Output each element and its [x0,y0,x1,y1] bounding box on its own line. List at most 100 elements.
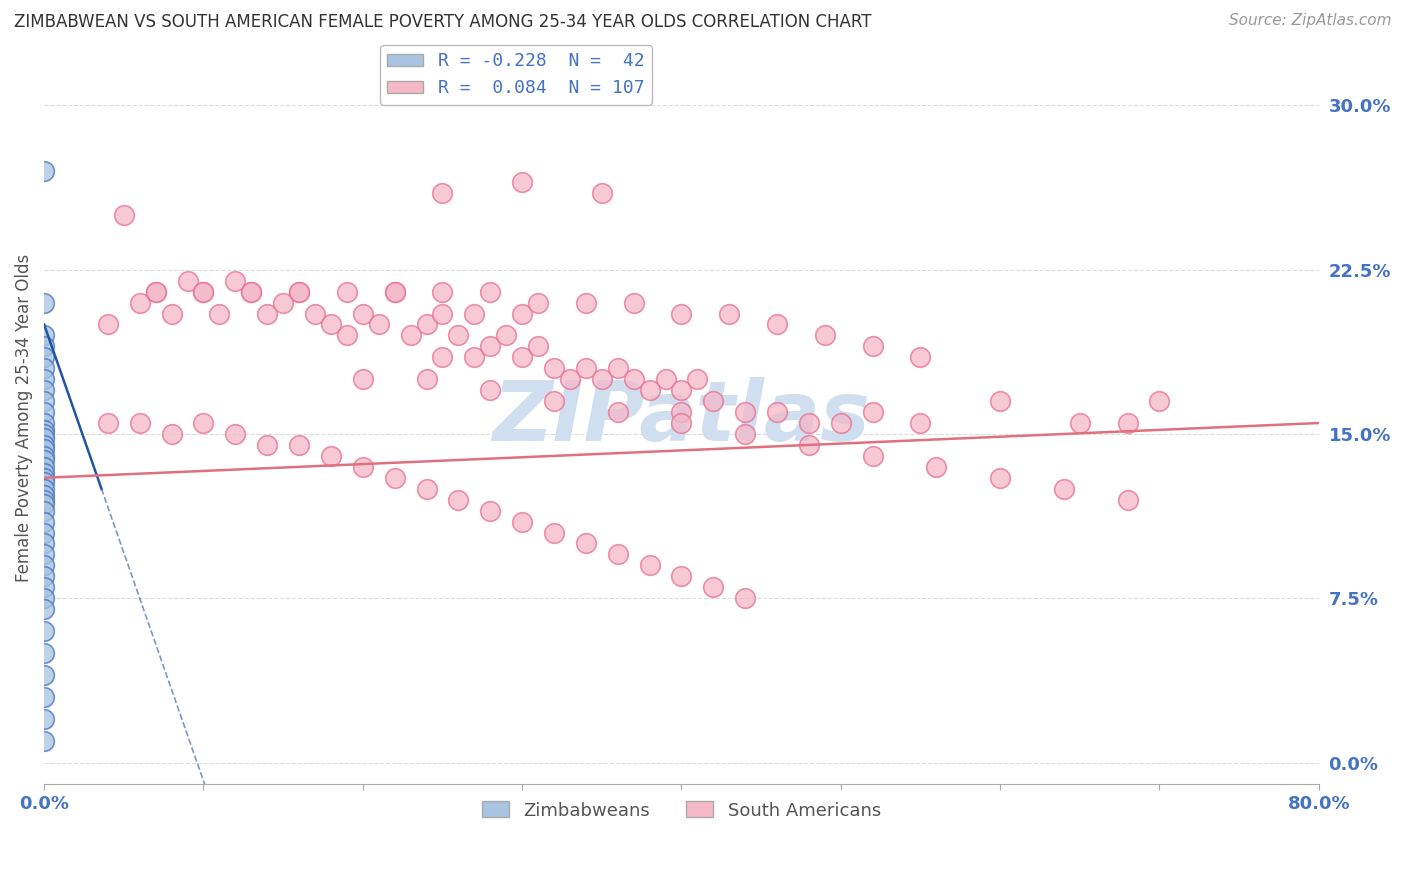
Point [415,482,437,496]
Point [32,536,55,550]
Point [32,482,55,496]
Point [224,274,246,288]
Point [1053,482,1076,496]
Point [112,208,135,222]
Point [671,405,693,419]
Point [575,536,598,550]
Point [32,442,55,457]
Point [510,306,533,320]
Point [606,361,628,376]
Point [176,274,198,288]
Point [32,339,55,353]
Point [32,361,55,376]
Point [988,394,1011,409]
Point [32,471,55,485]
Point [734,427,756,442]
Point [432,306,454,320]
Point [32,427,55,442]
Point [32,416,55,430]
Point [1149,394,1171,409]
Point [32,431,55,445]
Point [558,372,581,386]
Point [32,515,55,529]
Point [623,372,645,386]
Point [145,285,167,299]
Point [1116,492,1139,507]
Point [288,438,311,452]
Point [32,383,55,397]
Text: Source: ZipAtlas.com: Source: ZipAtlas.com [1229,13,1392,29]
Point [543,525,565,540]
Point [319,449,342,463]
Point [925,459,948,474]
Point [32,690,55,704]
Text: ZIMBABWEAN VS SOUTH AMERICAN FEMALE POVERTY AMONG 25-34 YEAR OLDS CORRELATION CH: ZIMBABWEAN VS SOUTH AMERICAN FEMALE POVE… [14,13,872,31]
Point [32,668,55,682]
Point [256,306,278,320]
Point [32,449,55,463]
Point [32,558,55,573]
Point [479,285,502,299]
Point [575,361,598,376]
Point [734,405,756,419]
Point [702,394,724,409]
Point [32,624,55,639]
Point [463,306,485,320]
Point [432,186,454,200]
Point [671,416,693,430]
Point [32,712,55,726]
Point [256,438,278,452]
Point [447,492,470,507]
Point [510,515,533,529]
Point [384,471,406,485]
Point [128,416,150,430]
Point [591,186,613,200]
Point [766,405,789,419]
Point [32,423,55,437]
Point [797,438,820,452]
Point [32,646,55,660]
Point [32,492,55,507]
Point [193,285,215,299]
Point [336,328,359,343]
Point [734,591,756,606]
Point [240,285,263,299]
Point [910,416,932,430]
Point [463,351,485,365]
Point [32,733,55,747]
Point [479,503,502,517]
Point [352,306,374,320]
Point [575,295,598,310]
Point [271,295,294,310]
Point [160,306,183,320]
Point [32,503,55,517]
Point [208,306,231,320]
Point [543,394,565,409]
Point [1116,416,1139,430]
Point [638,558,661,573]
Point [510,351,533,365]
Point [510,175,533,189]
Point [527,295,550,310]
Point [910,351,932,365]
Point [352,372,374,386]
Point [415,318,437,332]
Point [384,285,406,299]
Point [862,405,884,419]
Point [32,394,55,409]
Point [671,383,693,397]
Point [319,318,342,332]
Point [128,295,150,310]
Point [32,488,55,502]
Point [654,372,676,386]
Point [479,383,502,397]
Point [32,164,55,178]
Point [479,339,502,353]
Point [766,318,789,332]
Point [32,453,55,467]
Point [32,580,55,594]
Point [32,467,55,481]
Point [862,449,884,463]
Point [240,285,263,299]
Point [432,351,454,365]
